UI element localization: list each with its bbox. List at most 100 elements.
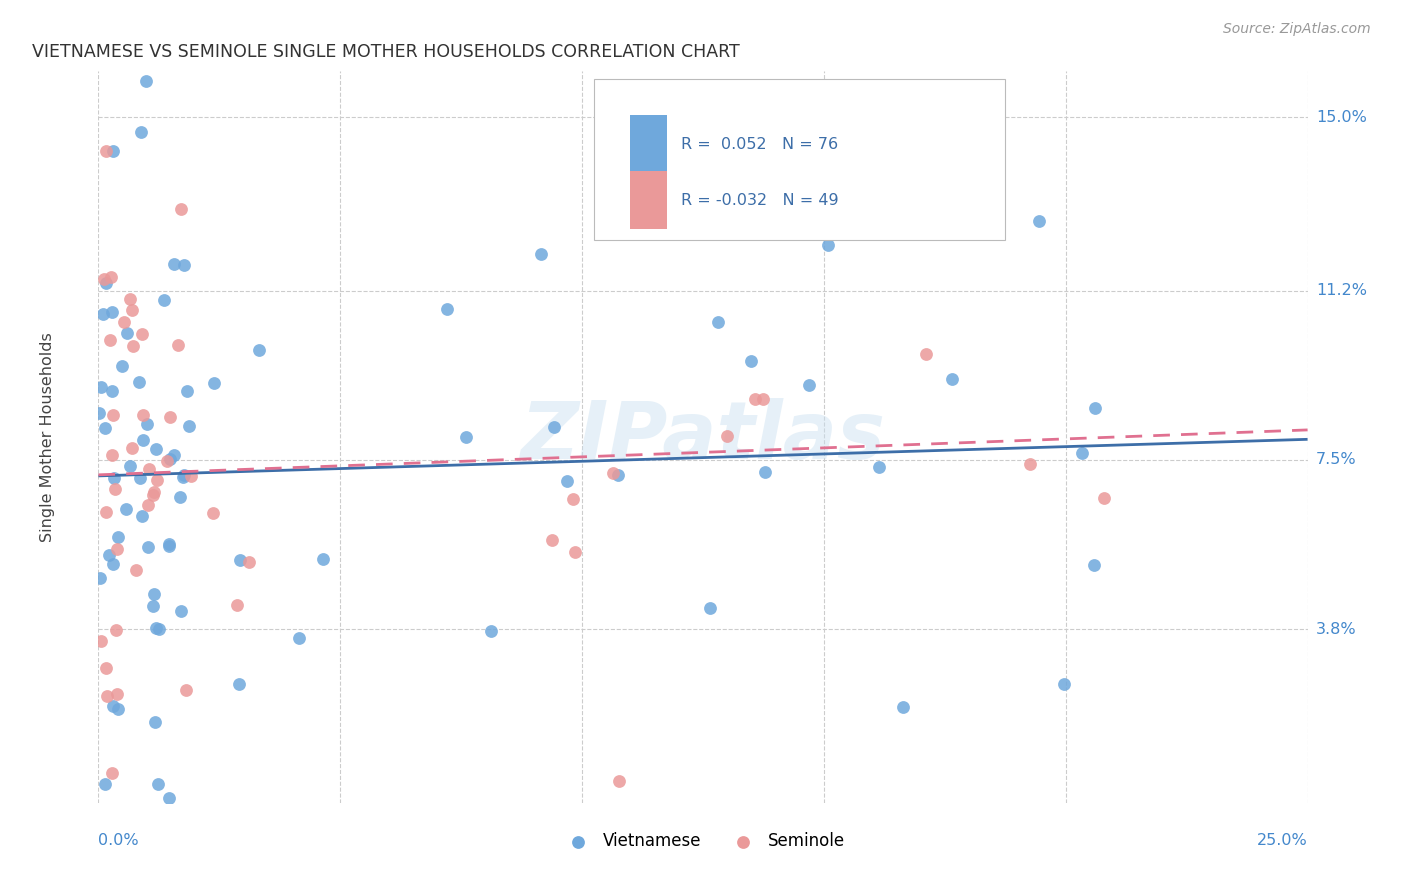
Point <box>238 555 260 569</box>
Point <box>436 302 458 317</box>
Point <box>107 530 129 544</box>
Point <box>176 683 198 698</box>
Point <box>96 689 118 703</box>
Point <box>176 384 198 398</box>
Point <box>228 552 250 566</box>
Text: 25.0%: 25.0% <box>1257 833 1308 848</box>
Point <box>225 598 247 612</box>
Point <box>136 541 159 555</box>
Point <box>132 408 155 422</box>
Point <box>105 687 128 701</box>
Point <box>228 677 250 691</box>
Point <box>131 327 153 342</box>
Point <box>157 536 180 550</box>
Point <box>120 458 142 473</box>
Point <box>145 621 167 635</box>
Point <box>94 504 117 518</box>
Text: Single Mother Households: Single Mother Households <box>41 332 55 542</box>
Point <box>543 420 565 434</box>
Point <box>541 533 564 547</box>
Point <box>121 442 143 456</box>
Point <box>607 773 630 788</box>
Point <box>94 777 117 791</box>
Point <box>135 73 157 87</box>
Point <box>202 506 225 520</box>
Point <box>868 460 890 475</box>
Point <box>101 305 124 319</box>
Point <box>112 315 135 329</box>
Point <box>146 473 169 487</box>
Point <box>128 375 150 389</box>
Point <box>1019 457 1042 471</box>
Point <box>479 624 502 638</box>
Point <box>817 237 839 252</box>
Point <box>202 376 225 390</box>
Text: 3.8%: 3.8% <box>1316 622 1357 637</box>
Text: R = -0.032   N = 49: R = -0.032 N = 49 <box>682 193 839 208</box>
Point <box>101 698 124 713</box>
Point <box>142 488 165 502</box>
Point <box>145 442 167 457</box>
Text: VIETNAMESE VS SEMINOLE SINGLE MOTHER HOUSEHOLDS CORRELATION CHART: VIETNAMESE VS SEMINOLE SINGLE MOTHER HOU… <box>32 44 740 62</box>
Point <box>530 247 553 261</box>
Point <box>101 765 124 780</box>
Point <box>138 498 160 512</box>
Point <box>173 258 195 272</box>
Point <box>173 468 195 483</box>
Point <box>142 599 165 613</box>
Point <box>169 490 191 504</box>
Point <box>122 339 145 353</box>
Point <box>111 359 134 374</box>
Point <box>104 623 127 637</box>
Point <box>170 603 193 617</box>
Point <box>148 622 170 636</box>
Point <box>454 429 477 443</box>
Point <box>98 548 121 562</box>
Point <box>87 406 110 420</box>
Point <box>148 777 170 791</box>
Point <box>744 392 766 406</box>
Point <box>94 276 117 290</box>
Text: 7.5%: 7.5% <box>1316 452 1357 467</box>
Text: 15.0%: 15.0% <box>1316 110 1367 125</box>
Point <box>564 545 586 559</box>
Point <box>157 539 180 553</box>
Point <box>135 417 157 432</box>
Point <box>915 347 938 361</box>
Point <box>716 429 738 443</box>
Point <box>131 433 153 447</box>
Point <box>120 292 142 306</box>
Point <box>179 418 201 433</box>
Point <box>129 125 152 139</box>
Point <box>90 379 112 393</box>
Point <box>107 702 129 716</box>
Point <box>163 256 186 270</box>
Point <box>247 343 270 357</box>
Text: 0.0%: 0.0% <box>98 833 139 848</box>
Point <box>101 408 124 422</box>
Point <box>101 558 124 572</box>
Point <box>602 466 624 480</box>
Point <box>96 144 118 158</box>
Point <box>143 484 166 499</box>
Point <box>1084 401 1107 415</box>
Point <box>180 469 202 483</box>
Point <box>143 586 166 600</box>
Point <box>125 563 148 577</box>
Point <box>91 306 114 320</box>
Point <box>90 634 112 648</box>
Point <box>157 791 180 805</box>
FancyBboxPatch shape <box>630 171 666 229</box>
Point <box>100 269 122 284</box>
Text: 11.2%: 11.2% <box>1316 284 1367 298</box>
Point <box>1071 445 1094 459</box>
Point <box>891 699 914 714</box>
Point <box>312 552 335 566</box>
Point <box>699 600 721 615</box>
Point <box>103 470 125 484</box>
Point <box>101 448 124 462</box>
Point <box>101 144 124 158</box>
Point <box>1092 491 1115 506</box>
Point <box>153 293 176 307</box>
Point <box>561 491 583 506</box>
